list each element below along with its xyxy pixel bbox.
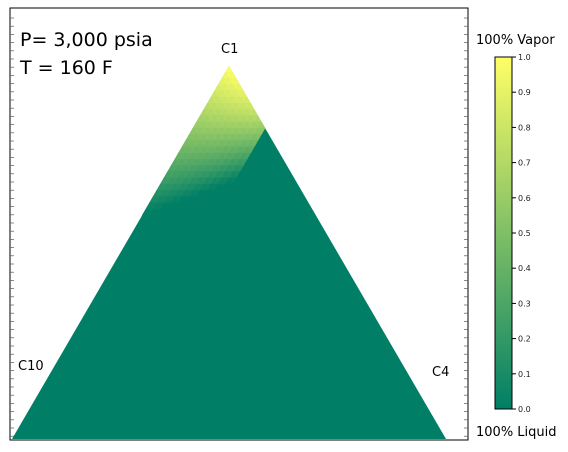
field-cell bbox=[152, 202, 161, 210]
colorbar-tick-label: 0.8 bbox=[518, 123, 531, 132]
ternary-field bbox=[12, 65, 446, 439]
plot-frame bbox=[9, 7, 469, 441]
colorbar-tick-label: 0.7 bbox=[518, 159, 531, 168]
colorbar-tick-label: 0.0 bbox=[518, 405, 531, 414]
colorbar-top-label: 100% Vapor bbox=[476, 33, 555, 48]
vertex-label-right: C4 bbox=[432, 365, 449, 380]
field-cell bbox=[181, 196, 190, 204]
vertex-label-top: C1 bbox=[221, 42, 238, 57]
frame-ticks bbox=[10, 17, 468, 437]
colorbar-tick-label: 0.4 bbox=[518, 264, 531, 273]
colorbar bbox=[494, 56, 513, 410]
colorbar-tick-label: 0.1 bbox=[518, 370, 531, 379]
colorbar-tick-label: 0.6 bbox=[518, 194, 531, 203]
field-cell bbox=[225, 65, 233, 73]
field-cell bbox=[206, 183, 215, 191]
colorbar-tick-label: 0.2 bbox=[518, 335, 531, 344]
field-cell bbox=[159, 202, 168, 210]
temperature-label: T = 160 F bbox=[19, 57, 113, 79]
liquid-region bbox=[12, 66, 446, 439]
vertex-label-left: C10 bbox=[18, 359, 44, 374]
field-cell bbox=[217, 177, 226, 185]
colorbar-tick-label: 0.3 bbox=[518, 299, 531, 308]
colorbar-tick-label: 1.0 bbox=[518, 53, 531, 62]
colorbar-bottom-label: 100% Liquid bbox=[476, 425, 557, 440]
colorbar-tick-label: 0.5 bbox=[518, 229, 531, 238]
colorbar-tick-label: 0.9 bbox=[518, 88, 531, 97]
colorbar-ticks: 0.0 0.1 0.2 0.3 0.4 0.5 0.6 0.7 0.8 0.9 1.0 bbox=[512, 53, 531, 414]
field-cell bbox=[225, 177, 233, 185]
pressure-label: P= 3,000 psia bbox=[20, 29, 153, 51]
field-cell bbox=[199, 183, 208, 191]
field-cell bbox=[141, 208, 150, 216]
field-cell bbox=[188, 189, 197, 197]
field-cell bbox=[170, 196, 179, 203]
